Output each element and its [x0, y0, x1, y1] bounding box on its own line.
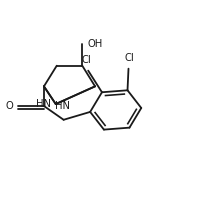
Text: Cl: Cl	[81, 55, 91, 65]
Text: HN: HN	[36, 99, 51, 109]
Text: Cl: Cl	[125, 53, 134, 63]
Text: OH: OH	[87, 39, 102, 49]
Text: O: O	[6, 101, 13, 111]
Text: HN: HN	[55, 101, 70, 111]
